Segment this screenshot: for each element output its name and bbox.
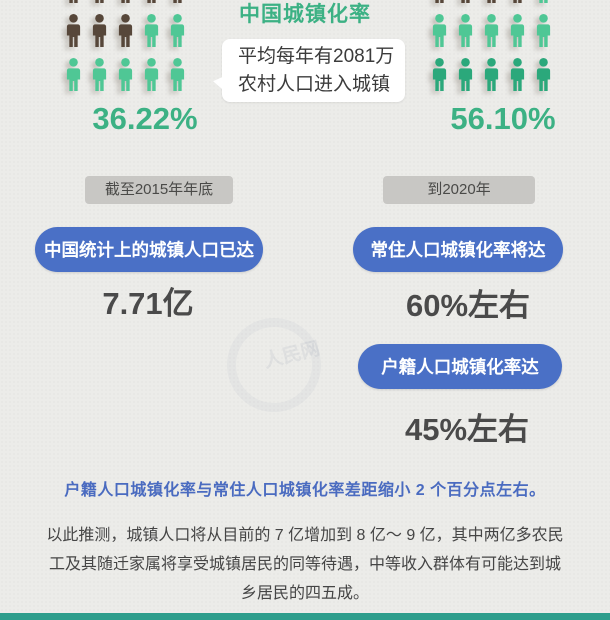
period-badge-2020: 到2020年 <box>383 176 535 204</box>
person-icon <box>487 0 496 3</box>
person-icon <box>144 58 159 91</box>
person-icon <box>484 14 499 47</box>
conclusion-paragraph: 以此推测，城镇人口将从目前的 7 亿增加到 8 亿～ 9 亿，其中两亿多农民工及… <box>46 527 564 602</box>
person-icon <box>461 0 470 3</box>
person-icon <box>170 14 185 47</box>
person-icon <box>539 0 548 3</box>
person-icon <box>484 58 499 91</box>
person-icon <box>513 0 522 3</box>
watermark-logo-icon <box>227 318 321 412</box>
bubble-line-1: 平均每年有2081万 <box>238 46 395 67</box>
person-icon <box>536 14 551 47</box>
person-icon <box>92 58 107 91</box>
watermark-text: 人民网 <box>261 338 323 373</box>
stat-value-hukou-rate: 45%左右 <box>404 412 530 447</box>
person-icon <box>432 14 447 47</box>
figure-row <box>428 0 568 3</box>
figure-row <box>62 58 202 91</box>
period-badge-2015: 截至2015年年底 <box>85 176 233 204</box>
page-title: 中国城镇化率 <box>239 3 371 26</box>
person-icon <box>458 58 473 91</box>
left-figure-grid <box>62 0 202 102</box>
stat-pill-hukou-rate: 户籍人口城镇化率达 <box>358 344 562 389</box>
person-icon <box>432 58 447 91</box>
stat-pill-resident-rate: 常住人口城镇化率将达 <box>353 227 563 272</box>
figure-row <box>62 0 202 3</box>
person-icon <box>66 58 81 91</box>
figure-row <box>428 14 568 47</box>
person-icon <box>510 14 525 47</box>
bottom-divider-bar <box>0 613 610 620</box>
person-icon <box>536 58 551 91</box>
person-icon <box>458 14 473 47</box>
stat-value-resident-rate: 60%左右 <box>405 288 531 323</box>
person-icon <box>69 0 78 3</box>
person-icon <box>144 14 159 47</box>
person-icon <box>66 14 81 47</box>
person-icon <box>118 14 133 47</box>
person-icon <box>121 0 130 3</box>
person-icon <box>147 0 156 3</box>
figure-row <box>428 58 568 91</box>
person-icon <box>95 0 104 3</box>
annotation-bubble: 平均每年有2081万 农村人口进入城镇 <box>222 39 405 102</box>
person-icon <box>510 58 525 91</box>
stat-value-urban-population: 7.71亿 <box>102 286 194 321</box>
left-percentage-value: 36.22% <box>92 101 198 136</box>
watermark: 人民网 <box>215 312 345 412</box>
bubble-line-2: 农村人口进入城镇 <box>238 74 391 95</box>
stat-pill-urban-population: 中国统计上的城镇人口已达 <box>35 227 263 272</box>
highlight-sentence: 户籍人口城镇化率与常住人口城镇化率差距缩小 2 个百分点左右。 <box>64 482 546 499</box>
person-icon <box>92 14 107 47</box>
right-figure-grid <box>428 0 568 102</box>
person-icon <box>435 0 444 3</box>
person-icon <box>118 58 133 91</box>
figure-row <box>62 14 202 47</box>
person-icon <box>173 0 182 3</box>
person-icon <box>170 58 185 91</box>
right-percentage-value: 56.10% <box>450 101 556 136</box>
